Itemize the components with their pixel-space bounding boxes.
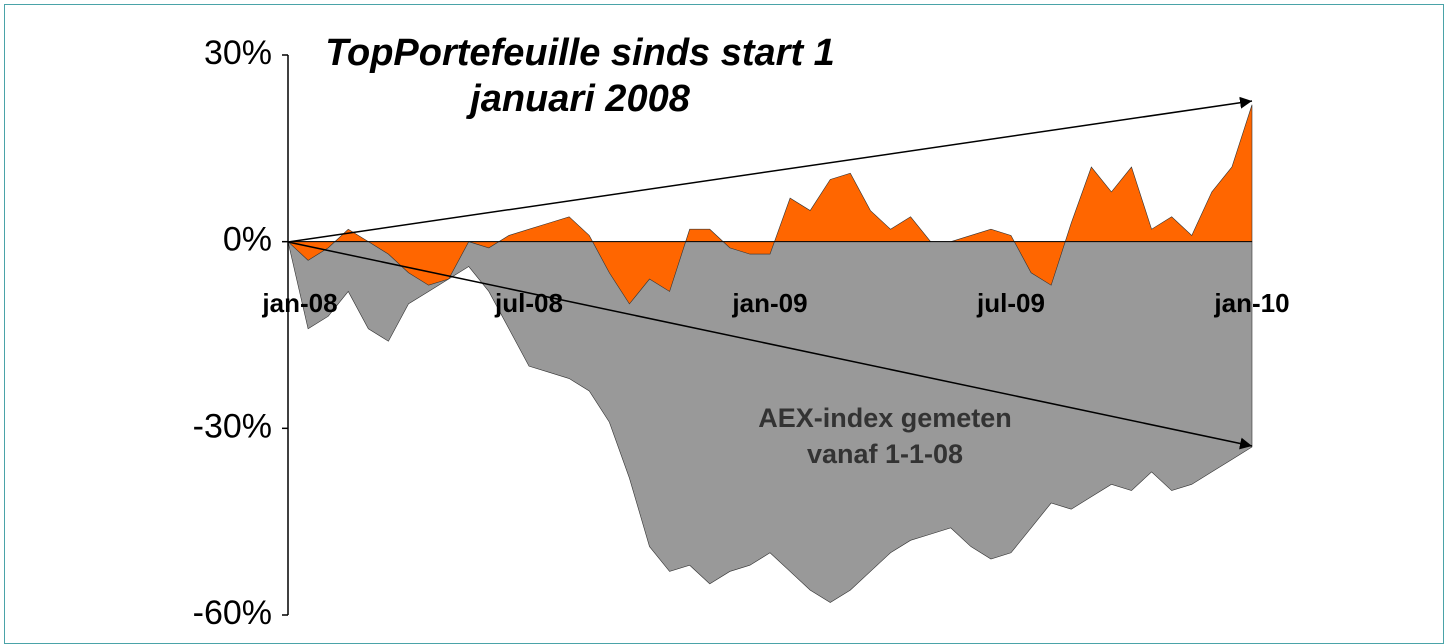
area [287,241,1253,603]
areas [287,104,1253,603]
trend-arrow [287,96,1253,243]
x-tick-label: jul-09 [976,288,1045,318]
y-tick-label: 0% [223,221,272,259]
y-tick-label: 30% [204,34,272,72]
y-tick-label: -30% [193,407,272,445]
x-tick-label: jan-08 [261,288,337,318]
chart-title: TopPortefeuille sinds start 1 januari 20… [325,32,835,120]
area [287,104,1253,305]
x-tick-label: jan-10 [1213,288,1289,318]
x-tick-label: jan-09 [731,288,807,318]
axes: 30%0%-30%-60%jan-08 jul-08 jan-09 jul-09 jan… [193,34,1290,632]
y-tick-label: -60% [193,594,272,632]
annotation: AEX-index gemeten vanaf 1-1-08 [758,403,1012,469]
trend-arrow [287,241,1253,450]
